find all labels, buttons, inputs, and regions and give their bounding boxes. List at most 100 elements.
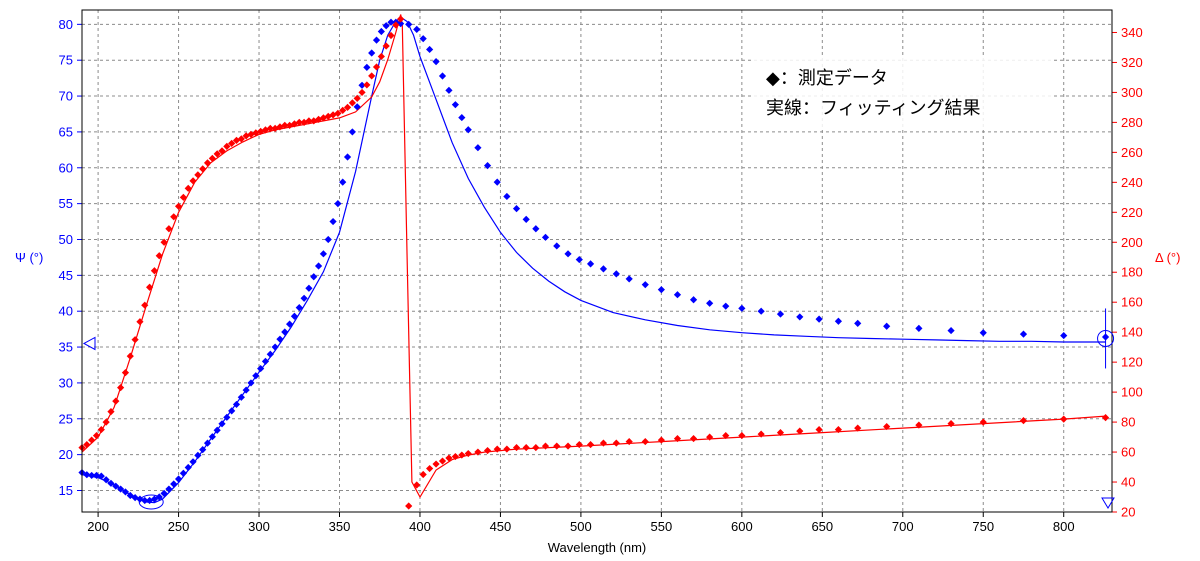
delta-data-point	[295, 118, 303, 126]
right-cursor-circle-icon[interactable]	[1097, 329, 1115, 347]
axes: 200 250 300 350 400 450 500 550 600 650 700 750 800 1…	[59, 9, 1143, 534]
delta-data-point	[218, 147, 226, 155]
delta-data-point	[413, 481, 421, 489]
psi-data-point	[194, 451, 202, 459]
delta-data-point	[179, 193, 187, 201]
delta-data-point	[464, 449, 472, 458]
delta-data-point	[438, 457, 447, 465]
x-tick-label: 650	[811, 519, 833, 534]
delta-data-point	[117, 384, 125, 392]
psi-data-point	[532, 225, 540, 233]
delta-data-point	[757, 430, 765, 438]
legend-background	[752, 58, 1052, 130]
delta-data-point	[1101, 413, 1110, 422]
x-tick-label: 700	[892, 519, 914, 534]
y-left-tick-label: 45	[59, 268, 73, 283]
psi-data-point	[796, 313, 804, 321]
y-left-tick-label: 20	[59, 447, 73, 462]
psi-data-point	[223, 413, 231, 421]
delta-data-point	[915, 421, 923, 429]
delta-data-point	[88, 436, 96, 444]
psi-data-point	[564, 250, 572, 258]
cursors[interactable]	[82, 308, 1115, 510]
delta-data-point	[266, 124, 274, 132]
delta-data-point	[947, 419, 955, 428]
psi-data-point	[915, 324, 923, 333]
psi-data-point	[266, 350, 274, 358]
delta-data-point	[575, 440, 583, 449]
psi-data-point	[97, 472, 105, 480]
y-right-tick-label: 220	[1121, 205, 1143, 220]
y-left-tick-label: 65	[59, 124, 73, 139]
y-right-tick-label: 60	[1121, 445, 1135, 460]
delta-data-point	[426, 464, 434, 473]
delta-data-point	[107, 408, 115, 416]
y-left-tick-label: 80	[59, 17, 73, 32]
psi-data-point	[281, 328, 289, 336]
psi-data-point	[483, 162, 492, 170]
psi-data-point	[329, 217, 337, 226]
delta-fit-line	[81, 14, 1106, 499]
psi-data-point	[179, 469, 187, 477]
psi-data-point	[305, 284, 313, 292]
psi-data-point	[189, 458, 197, 466]
bottom-cursor-triangle-icon[interactable]	[1101, 497, 1115, 509]
psi-data-point	[319, 250, 328, 258]
psi-data-point	[92, 471, 101, 480]
y-left-tick-label: 50	[59, 232, 73, 247]
delta-data-point	[474, 448, 482, 456]
psi-data-point	[257, 364, 265, 373]
y-right-tick-label: 320	[1121, 55, 1143, 70]
psi-data-point	[252, 372, 260, 380]
delta-data-point	[722, 431, 730, 440]
psi-data-point	[493, 178, 501, 186]
psi-data-point	[126, 491, 134, 500]
delta-data-point	[738, 431, 746, 440]
plot-frame	[81, 9, 1113, 513]
psi-data-point	[503, 192, 511, 201]
psi-data-point	[247, 379, 255, 387]
psi-data-point	[334, 200, 342, 208]
delta-data-point	[522, 443, 530, 452]
psi-data-point	[353, 103, 361, 111]
psi-fit-line	[81, 16, 1106, 504]
psi-data-point	[121, 488, 130, 496]
delta-data-point	[358, 88, 366, 97]
psi-data-point	[464, 126, 472, 134]
delta-data-point	[199, 165, 207, 173]
delta-data-point	[112, 397, 120, 405]
x-tick-label: 450	[490, 519, 512, 534]
psi-data-point	[145, 496, 154, 505]
psi-data-point	[232, 400, 241, 409]
psi-data-point	[522, 215, 530, 224]
delta-data-point	[512, 443, 521, 452]
psi-data-point	[174, 475, 183, 483]
psi-data-point	[979, 329, 987, 337]
legend: ◆：測定データ 実線：フィッティング結果	[752, 58, 1052, 130]
psi-data-point	[854, 319, 862, 327]
x-tick-label: 600	[731, 519, 753, 534]
delta-data-point	[83, 440, 91, 449]
y-left-tick-label: 70	[59, 89, 73, 104]
delta-data-point	[213, 150, 221, 158]
psi-data-point	[419, 35, 427, 43]
psi-data-point	[141, 496, 149, 505]
delta-data-point	[368, 72, 376, 80]
delta-data-point	[1019, 416, 1028, 425]
y-right-tick-label: 200	[1121, 235, 1143, 250]
delta-data-point	[155, 252, 163, 260]
left-cursor-triangle-icon[interactable]	[82, 336, 96, 351]
delta-data-point	[372, 63, 381, 71]
delta-data-point	[641, 437, 649, 446]
psi-data-point	[324, 235, 332, 244]
y-axis-left-title: Ψ (°)	[15, 250, 43, 265]
delta-data-point	[334, 109, 342, 117]
psi-data-point	[88, 471, 96, 480]
psi-data-point	[689, 296, 698, 304]
psi-data-point	[722, 302, 730, 310]
psi-data-point	[776, 310, 785, 318]
delta-data-point	[451, 452, 459, 461]
psi-data-point	[815, 315, 823, 323]
delta-data-point	[184, 184, 192, 192]
psi-data-point	[117, 485, 125, 493]
